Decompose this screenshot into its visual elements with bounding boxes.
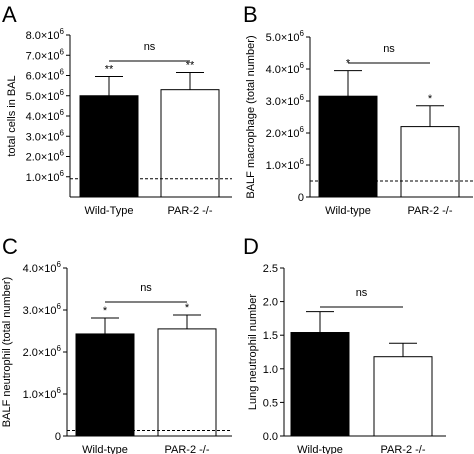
panel-a-y-tick-label-3: 4.0×106: [26, 108, 65, 123]
panel-label-c: C: [2, 234, 18, 259]
panel-b-category-label-2: PAR-2 -/-: [407, 205, 452, 217]
panel-c-significance-1: *: [103, 305, 108, 317]
panel-a-comparison-label: ns: [144, 41, 156, 53]
panel-b-bar-2: [400, 126, 460, 198]
panel-c-y-axis-label: BALF neutrophil (total number): [1, 277, 13, 427]
panel-a-bar-1: [79, 95, 139, 198]
panel-a-significance-1: **: [105, 64, 114, 76]
panel-a-y-tick-label-0: 1.0×106: [26, 169, 65, 184]
panel-c-y-tick-label-2: 2.0×106: [23, 344, 62, 359]
panel-b-y-axis-label: BALF macrophage (total number): [245, 35, 257, 198]
panel-d-y-tick-label-0: 0.0: [263, 431, 278, 443]
panel-a-y-axis-label: total cells in BAL: [6, 75, 18, 156]
panel-c-y-tick-label-3: 3.0×106: [23, 302, 62, 317]
panel-d-bar-2: [373, 356, 433, 437]
panel-a-y-tick-label-7: 8.0×106: [26, 27, 65, 42]
panel-b-y-tick-label-0: 0: [298, 192, 304, 204]
panel-c-bar-1: [75, 333, 135, 437]
panel-c-y-tick-label-4: 4.0×106: [23, 260, 62, 275]
panel-label-d: D: [243, 234, 259, 259]
panel-b-y-tick-label-5: 5.0×106: [266, 29, 305, 44]
panel-a-y-tick-label-4: 5.0×106: [26, 88, 65, 103]
panel-a-y-tick-label-2: 3.0×106: [26, 128, 65, 143]
panel-c-y-tick-label-0: 0: [55, 431, 61, 443]
panel-b-comparison-label: ns: [383, 43, 395, 55]
panel-b-significance-2: *: [428, 93, 433, 105]
panel-b-y-tick-label-2: 2.0×106: [266, 125, 305, 140]
panel-c-category-label-1: Wild-type: [82, 444, 128, 454]
panel-c-category-label-2: PAR-2 -/-: [164, 444, 209, 454]
panel-b-y-tick-label-4: 4.0×106: [266, 61, 305, 76]
panel-a-category-label-1: Wild-Type: [85, 205, 134, 217]
panel-a-bar-2: [160, 89, 220, 198]
panel-label-a: A: [2, 2, 17, 27]
panel-c-y-tick-label-1: 1.0×106: [23, 386, 62, 401]
panel-d-category-label-1: Wild-type: [297, 444, 343, 454]
panel-d-y-axis-label: Lung neutrophil number: [247, 294, 259, 411]
panel-b-y-tick-label-3: 3.0×106: [266, 93, 305, 108]
panel-b-y-tick-label-1: 1.0×106: [266, 157, 305, 172]
panel-d-y-tick-label-2: 1.0: [263, 364, 278, 376]
panel-c-comparison-label: ns: [140, 282, 152, 294]
panel-a-y-tick-label-6: 7.0×106: [26, 47, 65, 62]
panel-d-category-label-2: PAR-2 -/-: [380, 444, 425, 454]
panel-b-bar-1: [318, 95, 378, 198]
panel-d-bar-1: [290, 332, 350, 437]
panel-d-comparison-label: ns: [356, 287, 368, 299]
panel-d-y-tick-label-5: 2.5: [263, 263, 278, 275]
panel-d-y-tick-label-4: 2.0: [263, 297, 278, 309]
panel-a-y-tick-label-5: 6.0×106: [26, 68, 65, 83]
panel-a-category-label-2: PAR-2 -/-: [167, 205, 212, 217]
panel-c-bar-2: [157, 328, 217, 437]
panel-label-b: B: [243, 2, 258, 27]
panel-b-category-label-1: Wild-type: [325, 205, 371, 217]
panel-d-y-tick-label-1: 0.5: [263, 397, 278, 409]
panel-a-significance-2: **: [186, 59, 195, 71]
panel-c-significance-2: *: [185, 302, 190, 314]
panel-d-y-tick-label-3: 1.5: [263, 330, 278, 342]
panel-b-significance-1: *: [346, 58, 351, 70]
panel-a-y-tick-label-1: 2.0×106: [26, 149, 65, 164]
